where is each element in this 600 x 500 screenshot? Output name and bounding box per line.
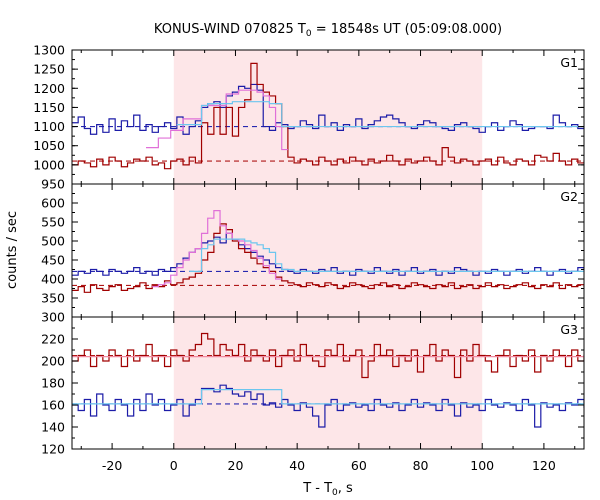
x-tick-label: -20: [102, 458, 122, 473]
y-tick-label: 400: [41, 272, 65, 287]
burst-interval-shading: [173, 184, 483, 317]
y-tick-label: 120: [41, 442, 65, 457]
panel-label-g3: G3: [560, 322, 578, 337]
panel-g1: 950 1000 1050 1100 1150 1200 1250 1300 G1: [33, 43, 585, 192]
y-tick-label: 1100: [33, 119, 65, 134]
x-tick-label: 60: [351, 458, 367, 473]
y-tick-label: 1050: [33, 138, 65, 153]
burst-interval-shading: [173, 317, 483, 449]
series-pink-g2: [152, 210, 282, 288]
panel-label-g1: G1: [560, 55, 578, 70]
x-tick-label: 40: [289, 458, 305, 473]
series-light-blue-g3: [72, 389, 584, 405]
y-tick-label: 500: [41, 234, 65, 249]
series-dark-red-g1: [72, 62, 584, 170]
y-tick-label: 550: [41, 215, 65, 230]
plot-area: [72, 210, 584, 293]
plot-area: [72, 332, 584, 428]
x-tick-label: 20: [228, 458, 244, 473]
series-pink-g1: [146, 89, 288, 151]
series-light-blue-g2: [189, 238, 584, 272]
y-tick-label: 1300: [33, 43, 65, 58]
plot-area: [72, 62, 584, 170]
y-tick-label: 180: [41, 376, 65, 391]
y-tick-label: 950: [41, 177, 65, 192]
x-tick-label: 100: [470, 458, 494, 473]
x-axis-label: T - T0, s: [302, 481, 353, 498]
y-tick-label: 1200: [33, 81, 65, 96]
x-tick-labels: -20 0 20 40 60 80 100 120: [102, 458, 556, 473]
y-tick-label: 140: [41, 420, 65, 435]
y-axis-label: counts / sec: [5, 211, 20, 289]
y-tick-label: 220: [41, 332, 65, 347]
series-light-blue-g1: [176, 101, 584, 128]
panel-label-g2: G2: [560, 189, 578, 204]
y-tick-label: 300: [41, 310, 65, 325]
y-tick-label: 1150: [33, 100, 65, 115]
chart-title: KONUS-WIND 070825 T0 = 18548s UT (05:09:…: [154, 22, 502, 39]
series-dark-blue-g2: [72, 232, 584, 276]
panels-group: 950 1000 1050 1100 1150 1200 1250 1300 G1 300 350 4…: [33, 43, 585, 457]
y-tick-label: 600: [41, 196, 65, 211]
burst-interval-shading: [173, 50, 483, 184]
y-tick-label: 1000: [33, 157, 65, 172]
series-dark-blue-g3: [72, 384, 584, 428]
y-tick-label: 350: [41, 291, 65, 306]
y-tick-label: 1250: [33, 62, 65, 77]
y-tick-label: 160: [41, 398, 65, 413]
panel-g2: 300 350 400 450 500 550 600 G2: [41, 183, 585, 325]
y-tick-label: 200: [41, 354, 65, 369]
y-tick-label: 450: [41, 253, 65, 268]
x-tick-label: 120: [532, 458, 556, 473]
panel-g3: 120 140 160 180 200 220 G3: [41, 316, 585, 457]
x-tick-label: 0: [170, 458, 178, 473]
x-tick-label: 80: [413, 458, 429, 473]
